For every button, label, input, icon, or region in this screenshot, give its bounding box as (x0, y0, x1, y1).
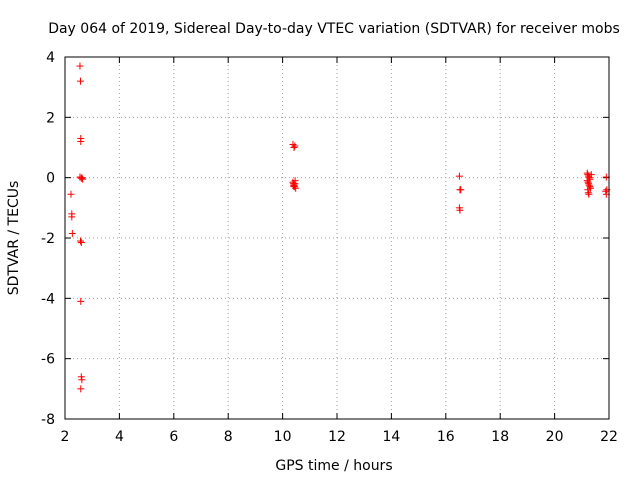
data-point (457, 186, 465, 194)
data-point (77, 137, 85, 145)
data-point (602, 187, 610, 195)
plot-frame (64, 56, 610, 420)
data-point (587, 184, 595, 192)
x-tick-label: 2 (61, 429, 70, 445)
data-point (77, 239, 85, 247)
x-tick-label: 16 (437, 429, 455, 445)
data-point (68, 213, 76, 221)
data-point (77, 174, 85, 182)
data-point (290, 181, 298, 189)
data-point (78, 174, 86, 182)
chart-title: Day 064 of 2019, Sidereal Day-to-day VTE… (48, 21, 620, 37)
axis-ticks: 2 4 6 8 10 12 14 16 18 20 22 -8 -6 -4 -2 0 2 4 (41, 50, 618, 445)
data-point (456, 206, 464, 214)
data-point (79, 175, 87, 183)
y-tick-label: -4 (41, 291, 55, 307)
data-point (76, 62, 84, 70)
data-point (78, 376, 86, 384)
data-point (584, 189, 592, 197)
data-point (68, 229, 76, 237)
data-point (585, 181, 593, 189)
x-tick-label: 18 (491, 429, 509, 445)
data-point (291, 142, 299, 150)
data-point (583, 169, 591, 177)
x-axis-label: GPS time / hours (275, 458, 392, 474)
data-point (67, 190, 75, 198)
y-tick-label: -8 (41, 412, 55, 428)
data-point (290, 144, 298, 151)
x-tick-label: 8 (224, 429, 233, 445)
data-point (289, 140, 297, 148)
data-point (583, 177, 591, 185)
x-tick-label: 4 (115, 429, 124, 445)
x-tick-label: 6 (169, 429, 178, 445)
grid-lines (65, 57, 609, 419)
y-axis-label: SDTVAR / TECUs (6, 181, 22, 296)
data-point (77, 237, 85, 245)
data-point (77, 297, 85, 305)
data-point (77, 77, 85, 85)
data-point (585, 180, 593, 188)
x-tick-label: 22 (600, 429, 618, 445)
data-point (585, 190, 593, 198)
y-tick-label: 4 (46, 50, 55, 66)
y-tick-label: 2 (46, 110, 55, 126)
data-point (77, 385, 85, 393)
x-tick-label: 12 (328, 429, 346, 445)
y-tick-label: 0 (46, 171, 55, 187)
y-tick-label: -6 (41, 352, 55, 368)
data-points (67, 62, 611, 393)
y-tick-label: -2 (41, 231, 55, 247)
data-point (455, 172, 463, 180)
x-tick-label: 14 (382, 429, 400, 445)
data-point (584, 178, 592, 186)
x-tick-label: 10 (274, 429, 292, 445)
x-tick-label: 20 (546, 429, 564, 445)
data-point (77, 373, 85, 381)
data-point (291, 180, 299, 188)
data-point (587, 171, 595, 179)
